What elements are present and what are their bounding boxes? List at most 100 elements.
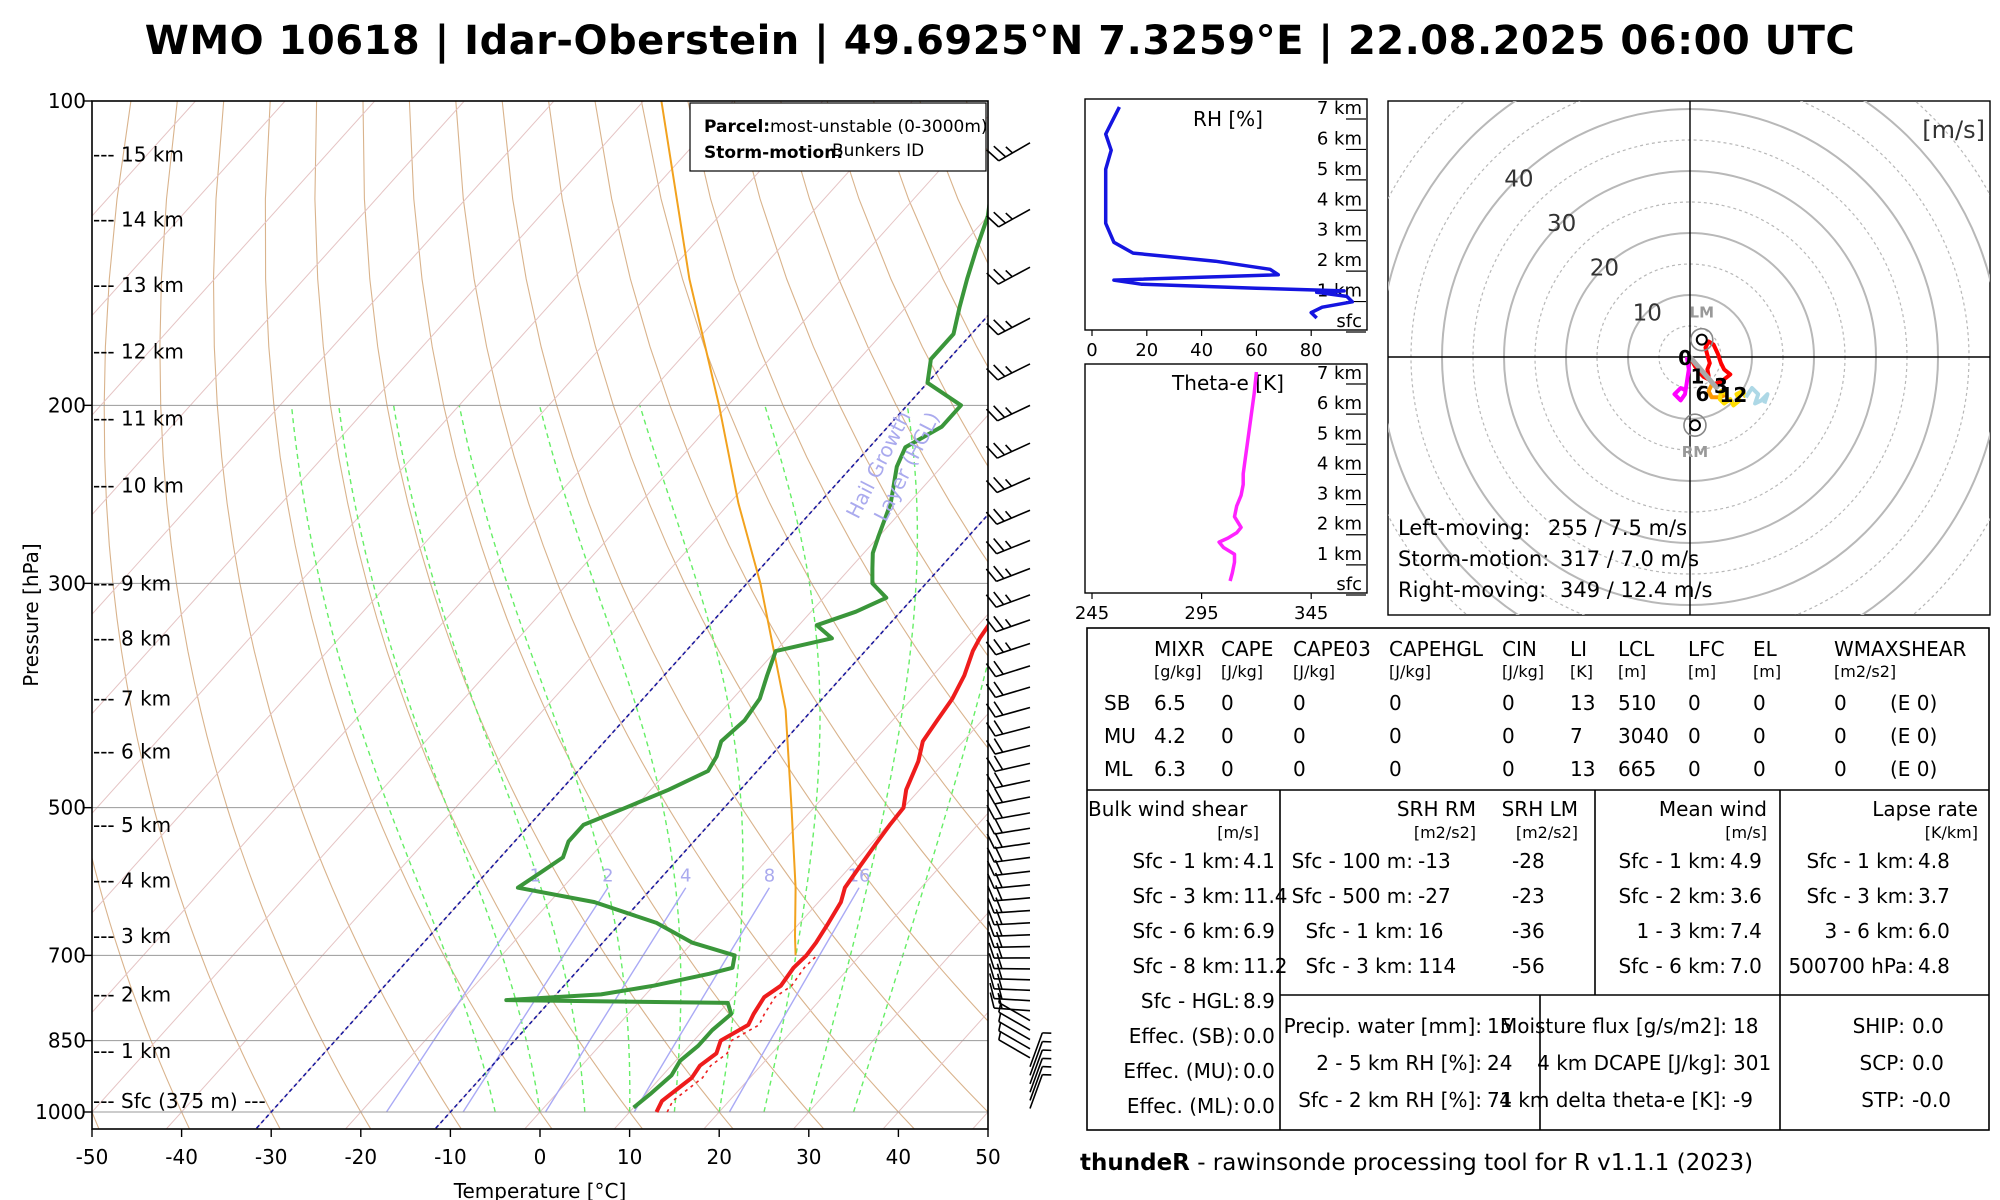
barb-flag <box>994 846 1003 862</box>
moisture2-label: 4 km delta theta-e [K]: <box>1499 1088 1727 1112</box>
moist-adiabat <box>290 405 496 1113</box>
srh-rm-value: -13 <box>1418 849 1451 873</box>
barb-flag <box>994 872 1003 888</box>
barb-flag <box>985 618 997 633</box>
barb-flag <box>996 973 1003 990</box>
barb-staff <box>998 208 1031 228</box>
wind-barb <box>985 615 1031 633</box>
isotherm <box>613 713 988 1129</box>
wind-barb <box>998 1003 1031 1031</box>
footer-text: - rawinsonde processing tool for R v1.1.… <box>1189 1150 1754 1176</box>
composite-value: 0.0 <box>1912 1014 1944 1038</box>
barb-flag <box>985 683 997 698</box>
barb-flag <box>1004 568 1012 577</box>
mean-wind-value: 7.4 <box>1730 919 1762 943</box>
profile-y-label: 3 km <box>1317 484 1362 505</box>
barb-flag <box>987 873 995 889</box>
barb-flag <box>993 681 1004 696</box>
mean-wind-unit: [m/s] <box>1725 823 1767 842</box>
wind-barb <box>986 859 1031 877</box>
wind-barb <box>985 404 1031 422</box>
table-cell: 6.3 <box>1154 757 1186 781</box>
table-header: LI <box>1570 637 1587 661</box>
barb-flag <box>1005 406 1013 415</box>
moist-adiabat <box>763 405 821 1113</box>
barb-flag <box>995 920 1003 937</box>
mean-wind-label: Sfc - 1 km: <box>1618 849 1726 873</box>
moist-adiabat <box>639 405 744 1113</box>
moisture-label: 2 - 5 km RH [%]: <box>1316 1051 1482 1075</box>
wind-barb <box>986 208 1031 228</box>
dry-adiabat <box>92 1110 100 1129</box>
mean-wind-value: 7.0 <box>1730 954 1762 978</box>
barb-flag <box>985 408 999 422</box>
barb-flag <box>986 833 996 849</box>
barb-flag <box>996 963 1003 980</box>
wind-barb <box>1029 1049 1052 1085</box>
barb-staff <box>995 665 1031 678</box>
mixing-ratio-line <box>633 887 770 1113</box>
barb-staff <box>993 934 1031 937</box>
wind-barb <box>1029 1040 1052 1076</box>
wind-barb <box>989 992 1031 1012</box>
y-tick-label: 850 <box>48 1029 86 1053</box>
table-header: WMAXSHEAR <box>1834 637 1966 661</box>
table-cell: 0 <box>1753 757 1766 781</box>
hodograph-height-label: 1 <box>1690 365 1704 389</box>
hodograph-segment <box>1717 389 1748 408</box>
theta-e-curve <box>1217 371 1259 582</box>
bulk-shear-unit: [m/s] <box>1217 823 1259 842</box>
barb-flag <box>985 511 998 525</box>
hodograph-panel: 10 20 30 40 LM RM 01 36 12 [m/s] Left-moving: 25… <box>1387 100 1991 616</box>
barb-flag <box>993 442 1006 456</box>
wind-barb <box>988 963 1031 981</box>
barb-flag <box>993 660 1004 675</box>
bulk-shear-label: Effec. (MU): <box>1123 1059 1240 1083</box>
wind-barb <box>986 266 1031 285</box>
dry-adiabat <box>92 855 191 1129</box>
wind-barb <box>985 720 1031 737</box>
srh-rm-unit: [m2/s2] <box>1414 823 1476 842</box>
dewpoint-curve <box>504 199 988 1110</box>
barb-staff <box>996 567 1031 583</box>
height-label: --- 1 km <box>93 1039 171 1063</box>
barb-flag <box>998 993 1002 1003</box>
barb-staff <box>1029 1049 1044 1085</box>
barb-flag <box>993 701 1004 716</box>
table-header: CAPE03 <box>1293 637 1371 661</box>
table-cell: (E 0) <box>1890 757 1937 781</box>
barb-flag <box>985 594 997 608</box>
composite-label: SHIP: <box>1853 1014 1905 1038</box>
barb-flag <box>993 405 1006 418</box>
barb-staff <box>995 642 1031 656</box>
wind-barb <box>985 363 1031 381</box>
barb-flag <box>1005 146 1014 154</box>
table-cell: 0 <box>1389 724 1402 748</box>
barb-flag <box>985 480 998 494</box>
moisture2-label: Moisture flux [g/s/m2]: <box>1500 1014 1727 1038</box>
barb-flag <box>998 1021 1002 1031</box>
table-header: LFC <box>1688 637 1725 661</box>
wind-barb <box>985 591 1031 609</box>
barb-staff <box>993 945 1031 949</box>
rh-curve <box>1103 106 1355 320</box>
profile-y-label: 2 km <box>1317 250 1362 271</box>
x-tick-label: 20 <box>706 1145 731 1169</box>
barb-flag <box>997 983 1003 1000</box>
barb-flag <box>988 963 995 980</box>
dry-adiabat <box>264 101 553 1129</box>
hodograph-height-label: 12 <box>1719 383 1747 407</box>
lapse-rate-unit: [K/km] <box>1925 823 1978 842</box>
height-label: --- 9 km <box>93 571 171 595</box>
table-cell: 0 <box>1753 724 1766 748</box>
wind-barb <box>985 565 1031 583</box>
table-cell: 0 <box>1389 757 1402 781</box>
dry-adiabat <box>501 101 988 1113</box>
barb-flag <box>993 508 1005 522</box>
dry-adiabat <box>548 101 988 1022</box>
lm-label: LM <box>1690 304 1715 322</box>
lapse-rate-title: Lapse rate <box>1872 797 1978 821</box>
lapse-rate-value: 3.7 <box>1918 884 1950 908</box>
barb-flag <box>998 1012 1002 1022</box>
